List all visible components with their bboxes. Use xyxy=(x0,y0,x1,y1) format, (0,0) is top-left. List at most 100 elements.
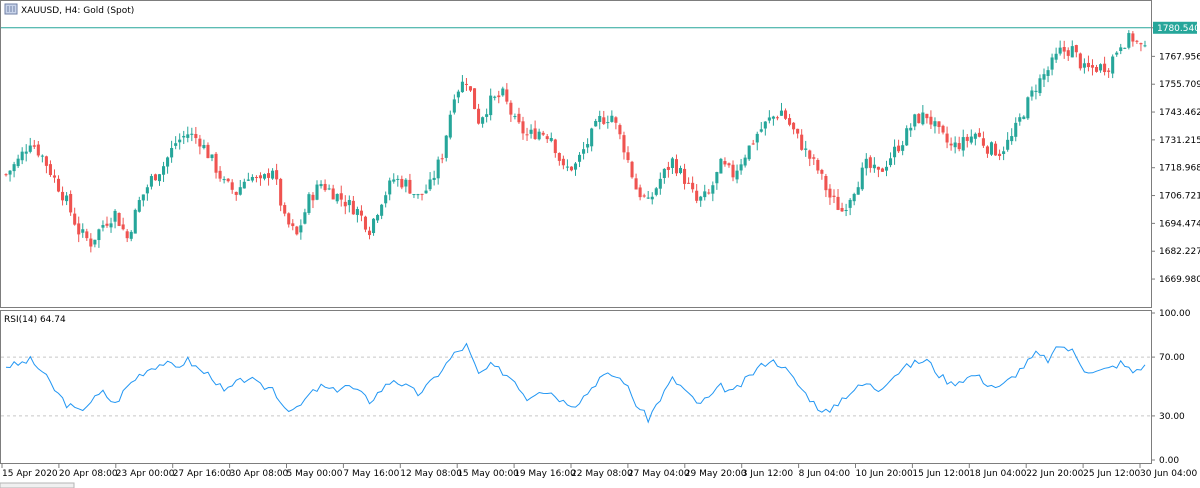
candle-body xyxy=(444,135,448,158)
candle xyxy=(355,206,359,223)
candle-body xyxy=(610,115,614,122)
candle xyxy=(230,179,234,194)
candle-body xyxy=(275,170,279,180)
candle xyxy=(44,155,48,174)
candle-body xyxy=(222,179,226,181)
candle xyxy=(779,102,784,116)
horizontal-scrollbar[interactable] xyxy=(0,482,75,488)
candle-body xyxy=(485,114,489,117)
time-tick-label: 22 May 08:00 xyxy=(571,469,633,479)
candle-body xyxy=(190,133,194,135)
candle-body xyxy=(428,179,432,190)
candle-body xyxy=(880,168,884,172)
candle-body xyxy=(670,158,674,168)
candle-body xyxy=(477,108,481,124)
candle xyxy=(582,141,586,160)
candle xyxy=(586,138,590,154)
candle xyxy=(1127,30,1131,50)
candle xyxy=(1143,40,1147,48)
candle xyxy=(1034,84,1038,100)
candle xyxy=(998,149,1002,161)
candle xyxy=(707,188,711,195)
candle-body xyxy=(218,170,222,179)
candle xyxy=(561,155,565,170)
candle-body xyxy=(121,224,125,230)
candle-body xyxy=(905,128,909,146)
candle-body xyxy=(792,122,796,130)
candle xyxy=(1010,128,1014,145)
candle xyxy=(1006,132,1010,152)
candle-body xyxy=(1127,33,1131,48)
candle xyxy=(279,177,283,212)
candle-body xyxy=(355,209,359,215)
candle-body xyxy=(69,193,73,213)
candle xyxy=(969,129,973,145)
candle xyxy=(683,163,687,190)
candlestick-series xyxy=(4,30,1147,253)
candle xyxy=(788,113,792,127)
candle-body xyxy=(246,179,250,181)
candle-body xyxy=(674,159,679,174)
candle xyxy=(501,86,505,97)
candle xyxy=(246,172,250,182)
candle-body xyxy=(1002,151,1006,155)
candle-body xyxy=(804,148,808,150)
candle-body xyxy=(404,179,408,187)
candle xyxy=(590,127,594,152)
candle xyxy=(307,192,311,215)
candle xyxy=(771,115,775,126)
candle xyxy=(578,152,582,168)
price-tick-label: 1718.968 xyxy=(1159,164,1200,174)
candle-body xyxy=(464,83,468,85)
candle xyxy=(267,168,271,186)
candle-body xyxy=(994,143,998,156)
candle xyxy=(1090,59,1095,76)
candle-body xyxy=(683,168,687,184)
candle xyxy=(194,126,198,144)
candle-body xyxy=(32,145,36,147)
candle-body xyxy=(125,231,129,239)
price-tick-label: 1743.462 xyxy=(1159,108,1200,118)
candle xyxy=(731,160,735,182)
candle-body xyxy=(295,226,299,235)
candle xyxy=(440,153,444,164)
candle xyxy=(953,136,957,154)
candle xyxy=(81,223,85,238)
candle xyxy=(848,198,852,216)
candle-body xyxy=(731,164,735,178)
candle xyxy=(610,110,614,123)
candle xyxy=(125,229,129,243)
candle xyxy=(1107,68,1111,78)
candle-body xyxy=(166,157,170,167)
candle xyxy=(89,233,93,253)
candle xyxy=(489,88,493,121)
candle xyxy=(602,110,606,125)
candle-body xyxy=(824,175,828,191)
candle xyxy=(1123,47,1127,50)
candle-body xyxy=(800,134,804,150)
candle-body xyxy=(1042,74,1046,80)
candle xyxy=(299,219,303,240)
candle xyxy=(400,175,404,190)
candle-body xyxy=(28,145,32,152)
candle xyxy=(327,184,331,191)
candle-body xyxy=(929,116,933,125)
rsi-line xyxy=(5,342,1146,424)
candle-body xyxy=(89,238,93,247)
candle xyxy=(456,89,460,104)
candle xyxy=(804,140,808,157)
candle-body xyxy=(634,178,638,190)
candle xyxy=(626,146,630,163)
candle-body xyxy=(416,194,420,196)
candle-body xyxy=(783,110,788,119)
candle xyxy=(157,173,162,186)
candle xyxy=(412,194,416,199)
candle-body xyxy=(359,210,363,216)
candle xyxy=(396,175,400,187)
candle xyxy=(888,152,893,168)
candle-body xyxy=(48,164,52,175)
time-tick-label: 22 Jun 20:00 xyxy=(1026,469,1083,479)
candle xyxy=(210,154,214,162)
candle xyxy=(678,165,683,175)
candle xyxy=(654,186,658,197)
